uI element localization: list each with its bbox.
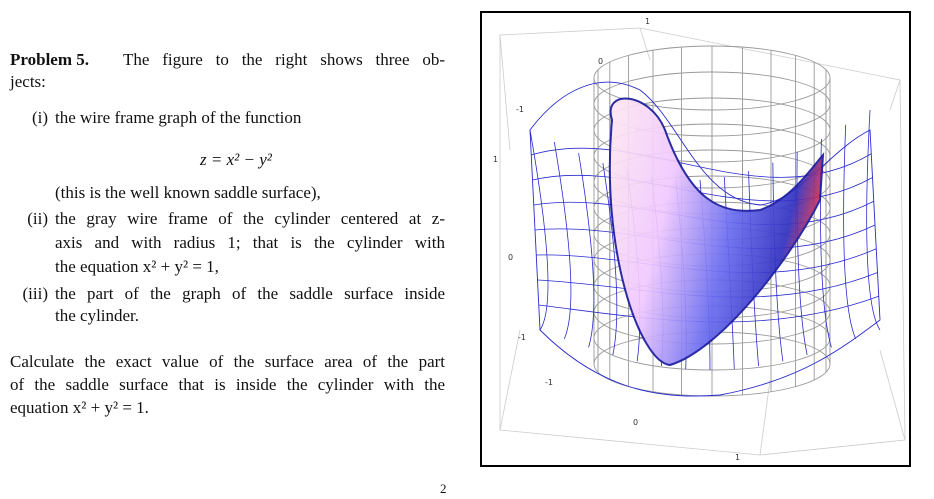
- item-line: the part of the graph of the saddle surf…: [55, 284, 445, 303]
- item-line: the wire frame graph of the function: [55, 108, 302, 127]
- saddle-wire: [843, 124, 857, 340]
- figure-tick-label: 0: [508, 253, 513, 262]
- question-line: Calculate the exact value of the surface…: [10, 352, 445, 371]
- figure-tick-label: -1: [545, 378, 553, 387]
- item-marker: (iii): [22, 284, 49, 303]
- question-line: of the saddle surface that is inside the…: [10, 375, 445, 394]
- problem-label: Problem 5.: [10, 50, 90, 69]
- question-line: equation x² + y² = 1.: [10, 398, 149, 417]
- item-line: the cylinder.: [55, 306, 140, 325]
- bounding-box: [499, 27, 906, 456]
- saddle-wire: [866, 109, 881, 331]
- saddle-wire: [553, 141, 572, 340]
- intro-line: The figure to the right shows three ob-: [123, 50, 445, 69]
- item-marker: (i): [31, 108, 48, 127]
- figure-tick-label: 0: [598, 57, 603, 66]
- figure-tick-label: 1: [735, 453, 740, 462]
- figure-tick-label: -1: [516, 105, 524, 114]
- figure-tick-label: 0: [633, 418, 638, 427]
- page-fragment: 2: [440, 481, 447, 496]
- figure-tick-label: 1: [493, 155, 498, 164]
- item-line: the equation x² + y² = 1,: [55, 257, 219, 276]
- saddle: [529, 81, 881, 397]
- saddle-wire: [602, 163, 618, 356]
- saddle-wire: [531, 147, 872, 178]
- item-line: axis and with radius 1; that is the cyli…: [55, 233, 445, 252]
- saddle-inside: [608, 97, 825, 367]
- saddle-outline: [529, 81, 881, 397]
- figure-tick-label: 1: [645, 17, 650, 26]
- saddle-wire: [772, 162, 784, 362]
- saddle-wire: [529, 129, 549, 331]
- intro-line: jects:: [10, 72, 46, 91]
- item-marker: (ii): [27, 209, 48, 228]
- item-line: the gray wire frame of the cylinder cent…: [55, 209, 445, 228]
- equation: z = x² − y²: [200, 150, 272, 169]
- saddle-wire: [578, 153, 595, 348]
- figure-tick-label: -1: [518, 333, 526, 342]
- item-line: (this is the well known saddle surface),: [55, 183, 321, 202]
